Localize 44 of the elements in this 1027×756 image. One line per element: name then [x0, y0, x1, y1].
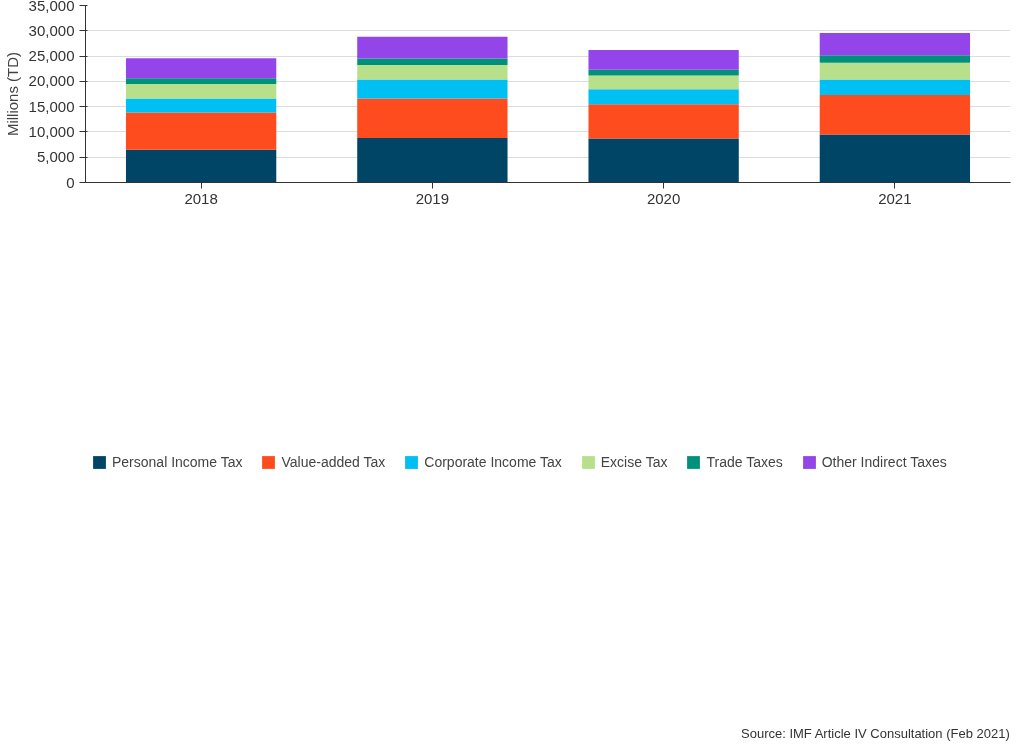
y-axis-title: Millions (TD)	[3, 51, 21, 137]
legend-label: Corporate Income Tax	[424, 453, 562, 470]
legend-label: Trade Taxes	[706, 453, 783, 470]
bar	[125, 58, 277, 79]
y-tick-label: 35,000	[28, 0, 75, 14]
bar	[357, 58, 508, 65]
bar	[125, 83, 277, 99]
bar	[125, 149, 277, 183]
bar	[125, 78, 277, 84]
bar	[819, 55, 971, 63]
bar	[588, 89, 739, 105]
bar	[357, 138, 508, 183]
y-tick-label: 20,000	[28, 72, 75, 90]
bar	[357, 36, 508, 59]
bar	[125, 98, 277, 113]
bar	[357, 64, 508, 80]
bar	[357, 98, 508, 138]
bar	[819, 95, 971, 135]
bar	[819, 79, 971, 96]
y-tick-label: 5,000	[36, 148, 75, 166]
x-tick-label: 2018	[184, 189, 218, 207]
bar	[125, 112, 277, 150]
bar	[819, 62, 971, 80]
source-note: Source: IMF Article IV Consultation (Feb 2021)	[741, 725, 1010, 741]
legend-label: Value-added Tax	[281, 453, 386, 470]
bar	[588, 75, 739, 90]
bar	[819, 134, 971, 183]
x-tick-label: 2021	[878, 189, 912, 207]
legend-label: Other Indirect Taxes	[821, 453, 947, 470]
y-tick-label: 10,000	[28, 122, 75, 140]
bar	[357, 79, 508, 99]
y-tick-label: 25,000	[28, 47, 75, 65]
x-tick-label: 2019	[415, 189, 450, 207]
bar	[588, 50, 739, 70]
bar	[588, 104, 739, 139]
y-tick-label: 30,000	[28, 21, 75, 39]
y-tick-label: 0	[66, 173, 75, 191]
legend-label: Excise Tax	[600, 453, 668, 470]
bar	[588, 69, 739, 76]
x-tick-label: 2020	[646, 189, 681, 207]
bar	[819, 33, 971, 56]
bar	[588, 138, 739, 183]
legend-label: Personal Income Tax	[112, 453, 243, 470]
y-tick-label: 15,000	[28, 97, 75, 115]
